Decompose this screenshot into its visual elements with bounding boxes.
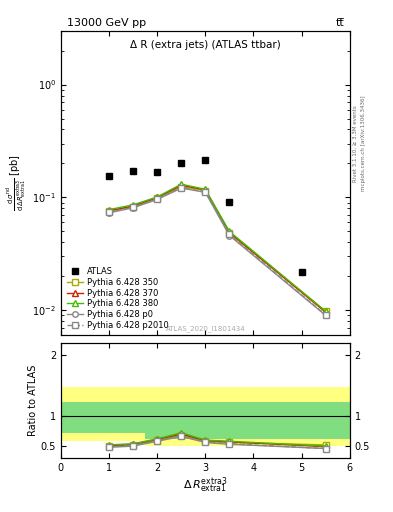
Text: Rivet 3.1.10, ≥ 3.3M events: Rivet 3.1.10, ≥ 3.3M events <box>353 105 358 182</box>
Text: mcplots.cern.ch [arXiv:1306.3436]: mcplots.cern.ch [arXiv:1306.3436] <box>361 96 366 191</box>
Legend: ATLAS, Pythia 6.428 350, Pythia 6.428 370, Pythia 6.428 380, Pythia 6.428 p0, Py: ATLAS, Pythia 6.428 350, Pythia 6.428 37… <box>65 266 170 331</box>
X-axis label: $\Delta\,R_{\mathrm{extra1}}^{\mathrm{extra3}}$: $\Delta\,R_{\mathrm{extra1}}^{\mathrm{ex… <box>183 476 228 496</box>
Text: Δ R (extra jets) (ATLAS ttbar): Δ R (extra jets) (ATLAS ttbar) <box>130 40 281 50</box>
Text: 13000 GeV pp: 13000 GeV pp <box>67 18 146 28</box>
Text: tt̅: tt̅ <box>335 18 344 28</box>
Y-axis label: $\frac{\mathrm{d}\,\sigma^\mathrm{nd}}{\mathrm{d}\,\Delta R_{\mathrm{extra1}}^{\: $\frac{\mathrm{d}\,\sigma^\mathrm{nd}}{\… <box>6 155 29 211</box>
Y-axis label: Ratio to ATLAS: Ratio to ATLAS <box>28 365 38 436</box>
Text: ATLAS_2020_I1801434: ATLAS_2020_I1801434 <box>165 326 245 332</box>
